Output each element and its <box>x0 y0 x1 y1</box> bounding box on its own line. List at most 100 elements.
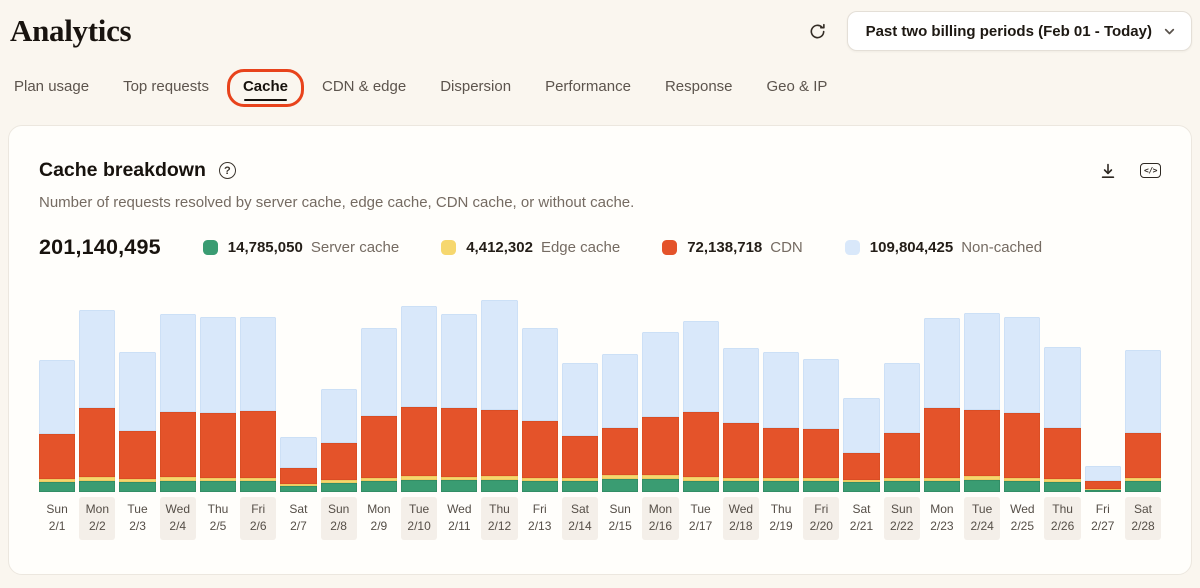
date-label: 2/20 <box>803 518 839 535</box>
chart-column-2-16[interactable]: Mon2/16 <box>642 294 678 540</box>
tab-bar: Plan usage Top requests Cache CDN & edge Dis… <box>14 78 1200 104</box>
bar-segment-server-cache <box>924 481 960 492</box>
bar-segment-server-cache <box>1044 482 1080 492</box>
bar-segment-non-cached <box>361 328 397 416</box>
day-of-week-label: Thu <box>481 501 517 518</box>
date-label: 2/28 <box>1125 518 1161 535</box>
chart-column-2-21[interactable]: Sat2/21 <box>843 294 879 540</box>
date-label: 2/23 <box>924 518 960 535</box>
day-of-week-label: Thu <box>200 501 236 518</box>
bar-segment-non-cached <box>522 328 558 421</box>
day-of-week-label: Sun <box>602 501 638 518</box>
date-label: 2/11 <box>441 518 477 535</box>
chart-column-2-7[interactable]: Sat2/7 <box>280 294 316 540</box>
bar-segment-cdn <box>964 410 1000 476</box>
date-label: 2/4 <box>160 518 196 535</box>
x-axis-label: Wed2/25 <box>1004 497 1040 540</box>
period-selector[interactable]: Past two billing periods (Feb 01 - Today… <box>847 11 1192 51</box>
x-axis-label: Thu2/5 <box>200 497 236 540</box>
chart-column-2-6[interactable]: Fri2/6 <box>240 294 276 540</box>
bar-segment-non-cached <box>562 363 598 437</box>
chart-column-2-12[interactable]: Thu2/12 <box>481 294 517 540</box>
bar-segment-cdn <box>723 423 759 477</box>
chart-column-2-24[interactable]: Tue2/24 <box>964 294 1000 540</box>
stacked-bar <box>240 294 276 492</box>
bar-segment-cdn <box>481 410 517 475</box>
tab-response[interactable]: Response <box>665 78 733 104</box>
chart-column-2-22[interactable]: Sun2/22 <box>884 294 920 540</box>
chart-column-2-17[interactable]: Tue2/17 <box>683 294 719 540</box>
date-label: 2/3 <box>119 518 155 535</box>
chart-column-2-8[interactable]: Sun2/8 <box>321 294 357 540</box>
chart-column-2-3[interactable]: Tue2/3 <box>119 294 155 540</box>
chart-column-2-9[interactable]: Mon2/9 <box>361 294 397 540</box>
chart-column-2-15[interactable]: Sun2/15 <box>602 294 638 540</box>
date-label: 2/25 <box>1004 518 1040 535</box>
day-of-week-label: Thu <box>1044 501 1080 518</box>
bar-segment-cdn <box>924 408 960 478</box>
chart-column-2-20[interactable]: Fri2/20 <box>803 294 839 540</box>
date-label: 2/13 <box>522 518 558 535</box>
chart-column-2-18[interactable]: Wed2/18 <box>723 294 759 540</box>
tab-geo-ip[interactable]: Geo & IP <box>767 78 828 104</box>
x-axis-label: Sun2/8 <box>321 497 357 540</box>
page-title: Analytics <box>10 13 131 49</box>
chart-column-2-13[interactable]: Fri2/13 <box>522 294 558 540</box>
date-label: 2/21 <box>843 518 879 535</box>
refresh-button[interactable] <box>808 22 827 41</box>
bar-segment-cdn <box>1004 413 1040 478</box>
tab-plan-usage[interactable]: Plan usage <box>14 78 89 104</box>
day-of-week-label: Sat <box>1125 501 1161 518</box>
chart-column-2-1[interactable]: Sun2/1 <box>39 294 75 540</box>
x-axis-label: Sun2/22 <box>884 497 920 540</box>
help-icon[interactable]: ? <box>219 162 236 179</box>
stacked-bar <box>1044 294 1080 492</box>
date-label: 2/9 <box>361 518 397 535</box>
bar-segment-non-cached <box>602 354 638 429</box>
bar-segment-non-cached <box>803 359 839 429</box>
date-label: 2/24 <box>964 518 1000 535</box>
chart-column-2-19[interactable]: Thu2/19 <box>763 294 799 540</box>
date-label: 2/16 <box>642 518 678 535</box>
date-label: 2/7 <box>280 518 316 535</box>
embed-code-icon[interactable]: </> <box>1140 163 1161 178</box>
bar-segment-cdn <box>642 417 678 476</box>
bar-segment-non-cached <box>160 314 196 413</box>
tab-top-requests[interactable]: Top requests <box>123 78 209 104</box>
bar-segment-non-cached <box>843 398 879 453</box>
chart-column-2-23[interactable]: Mon2/23 <box>924 294 960 540</box>
bar-segment-cdn <box>441 408 477 477</box>
tab-cdn-edge[interactable]: CDN & edge <box>322 78 406 104</box>
chart-column-2-5[interactable]: Thu2/5 <box>200 294 236 540</box>
bar-segment-server-cache <box>562 481 598 492</box>
bar-segment-server-cache <box>803 481 839 492</box>
tab-dispersion[interactable]: Dispersion <box>440 78 511 104</box>
chart-column-2-14[interactable]: Sat2/14 <box>562 294 598 540</box>
bar-segment-non-cached <box>200 317 236 413</box>
bar-segment-non-cached <box>1044 347 1080 428</box>
chart-column-2-25[interactable]: Wed2/25 <box>1004 294 1040 540</box>
tab-cache[interactable]: Cache <box>243 78 288 104</box>
chart-column-2-2[interactable]: Mon2/2 <box>79 294 115 540</box>
legend-item-cdn: 72,138,718CDN <box>662 239 803 256</box>
chart-column-2-27[interactable]: Fri2/27 <box>1085 294 1121 540</box>
card-tools: </> <box>1099 162 1161 180</box>
day-of-week-label: Fri <box>1085 501 1121 518</box>
tab-performance[interactable]: Performance <box>545 78 631 104</box>
stacked-bar <box>119 294 155 492</box>
download-button[interactable] <box>1099 162 1117 180</box>
day-of-week-label: Mon <box>79 501 115 518</box>
date-label: 2/8 <box>321 518 357 535</box>
chart-column-2-10[interactable]: Tue2/10 <box>401 294 437 540</box>
date-label: 2/2 <box>79 518 115 535</box>
stacked-bar <box>160 294 196 492</box>
stacked-bar <box>321 294 357 492</box>
x-axis-label: Tue2/17 <box>683 497 719 540</box>
bar-segment-cdn <box>1085 481 1121 489</box>
chart-column-2-26[interactable]: Thu2/26 <box>1044 294 1080 540</box>
chart-column-2-28[interactable]: Sat2/28 <box>1125 294 1161 540</box>
chart-column-2-11[interactable]: Wed2/11 <box>441 294 477 540</box>
legend-chip <box>203 240 218 255</box>
chart-column-2-4[interactable]: Wed2/4 <box>160 294 196 540</box>
bar-segment-non-cached <box>763 352 799 428</box>
